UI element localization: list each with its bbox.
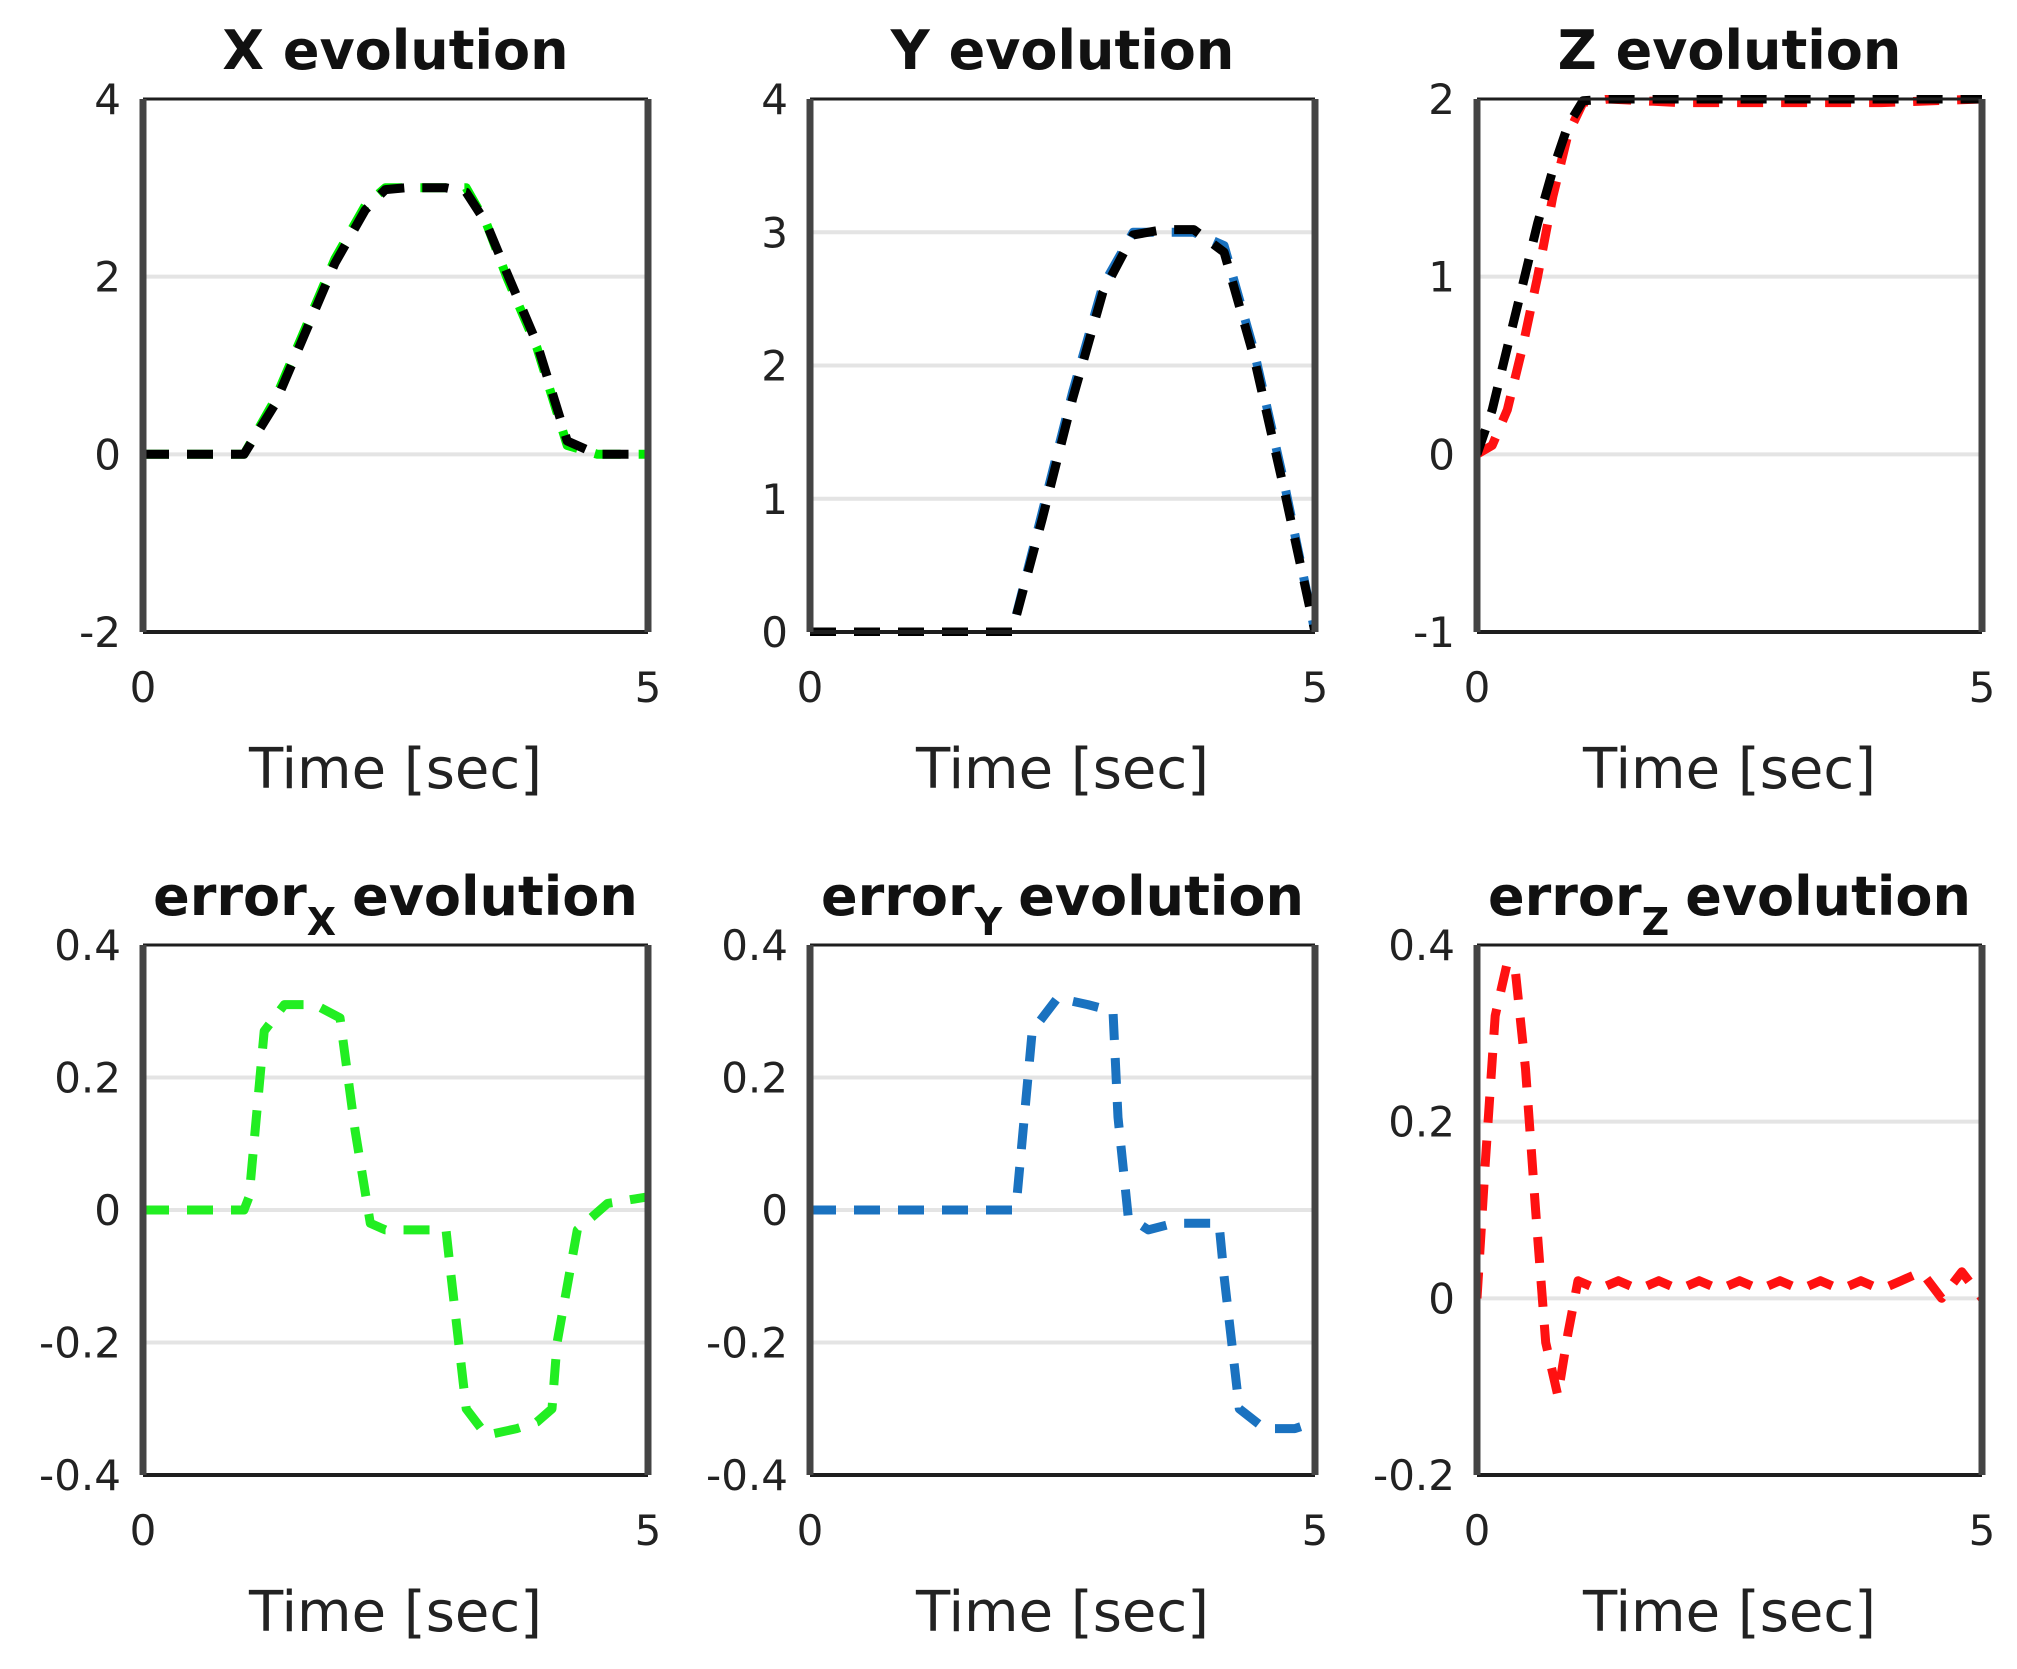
chart-title: Z evolution [1558, 19, 1902, 82]
title-main: error [153, 865, 307, 928]
y-tick-label: 0 [94, 430, 121, 479]
plot-area [1477, 99, 1982, 632]
plot-area [143, 99, 648, 632]
chart-ey: -0.4 -0.2 0 0.2 0.4 0 5 Time [sec] errorY evoluti… [706, 865, 1328, 1645]
x-tick-label: 0 [797, 1506, 824, 1555]
y-tick-label: 0 [761, 1186, 788, 1235]
y-tick-label: 0.4 [721, 921, 788, 970]
series-group [143, 1000, 648, 1440]
x-axis-label: Time [sec] [248, 737, 542, 802]
y-tick-label: 0.2 [1388, 1098, 1455, 1147]
y-tick-label: -1 [1413, 608, 1455, 657]
y-tick-label: -0.2 [39, 1319, 121, 1368]
x-axis-label: Time [sec] [915, 737, 1209, 802]
x-tick-label: 0 [130, 663, 157, 712]
x-tick-label: 5 [635, 1506, 662, 1555]
y-tick-label: 0 [1428, 1274, 1455, 1323]
series-line-actual [1477, 95, 1982, 456]
series-group [1477, 95, 1982, 459]
series-line-error [1477, 958, 1982, 1400]
y-tick-label: 0.4 [1388, 921, 1455, 970]
x-tick-label: 0 [130, 1506, 157, 1555]
chart-ex: -0.4 -0.2 0 0.2 0.4 0 5 Time [sec] errorX evoluti… [39, 865, 661, 1645]
chart-y: 0 1 2 3 4 0 5 Time [sec] Y evolution [761, 19, 1328, 802]
y-tick-label: 0.4 [54, 921, 121, 970]
x-axis-label: Time [sec] [1582, 737, 1876, 802]
x-tick-label: 5 [1969, 663, 1996, 712]
y-tick-label: 0 [761, 608, 788, 657]
chart-title: errorZ evolution [1488, 865, 1971, 944]
x-tick-label: 5 [1302, 1506, 1329, 1555]
title-suffix: evolution [352, 865, 638, 928]
chart-title: Y evolution [890, 19, 1235, 82]
x-axis-label: Time [sec] [248, 1580, 542, 1645]
title-main: error [1488, 865, 1642, 928]
series-line-actual [143, 183, 648, 459]
x-tick-label: 5 [1302, 663, 1329, 712]
y-tick-label: 2 [761, 342, 788, 391]
y-tick-label: 3 [761, 208, 788, 257]
title-main: X evolution [222, 19, 568, 82]
y-tick-label: 2 [1428, 75, 1455, 124]
series-group [143, 183, 648, 459]
y-tick-label: 1 [1428, 253, 1455, 302]
y-tick-label: -2 [79, 608, 121, 657]
chart-title: errorY evolution [821, 865, 1304, 944]
chart-title: X evolution [222, 19, 568, 82]
series-line-error [810, 993, 1315, 1434]
title-subscript: Y [974, 900, 1003, 944]
x-axis-label: Time [sec] [1582, 1580, 1876, 1645]
title-main: Z evolution [1558, 19, 1902, 82]
plot-area [1477, 945, 1982, 1475]
title-main: error [821, 865, 975, 928]
series-line-desired [1477, 95, 1982, 459]
title-suffix: evolution [1685, 865, 1971, 928]
x-tick-label: 0 [797, 663, 824, 712]
x-tick-label: 0 [1464, 663, 1491, 712]
title-main: Y evolution [890, 19, 1235, 82]
y-tick-label: -0.4 [39, 1451, 121, 1500]
y-tick-label: 0.2 [721, 1054, 788, 1103]
x-tick-label: 5 [635, 663, 662, 712]
series-group [1477, 958, 1982, 1400]
y-tick-label: 0 [1428, 430, 1455, 479]
y-tick-label: 0.2 [54, 1054, 121, 1103]
title-suffix: evolution [1018, 865, 1304, 928]
y-tick-label: 1 [761, 475, 788, 524]
y-tick-label: 0 [94, 1186, 121, 1235]
series-group [810, 993, 1315, 1434]
y-tick-label: -0.4 [706, 1451, 788, 1500]
series-line-error [143, 1000, 648, 1440]
y-tick-label: -0.2 [706, 1319, 788, 1368]
x-axis-label: Time [sec] [915, 1580, 1209, 1645]
x-tick-label: 0 [1464, 1506, 1491, 1555]
chart-title: errorX evolution [153, 865, 638, 944]
y-tick-label: 4 [761, 75, 788, 124]
y-tick-label: 4 [94, 75, 121, 124]
title-subscript: X [307, 900, 336, 944]
title-subscript: Z [1642, 900, 1670, 944]
y-tick-label: -0.2 [1373, 1451, 1455, 1500]
x-tick-label: 5 [1969, 1506, 1996, 1555]
y-tick-label: 2 [94, 253, 121, 302]
